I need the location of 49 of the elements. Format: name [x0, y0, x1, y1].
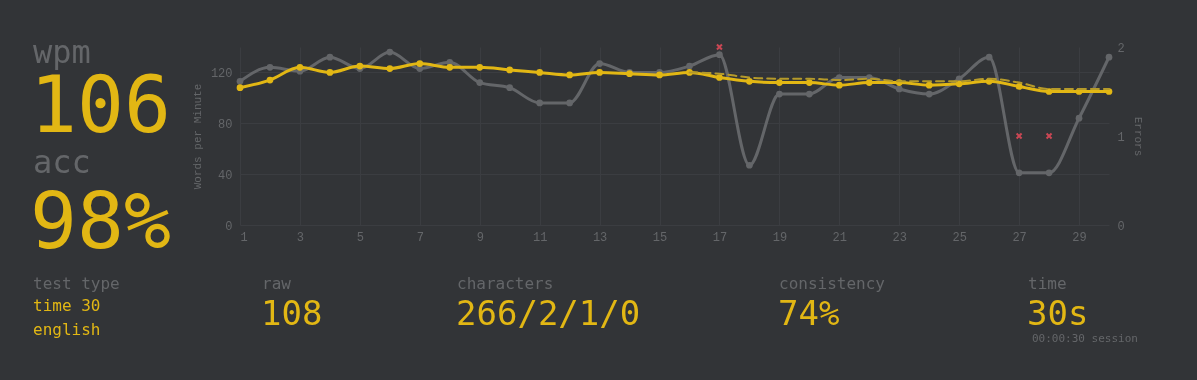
point — [566, 99, 573, 107]
point — [236, 84, 244, 92]
point — [895, 85, 903, 93]
point — [985, 53, 993, 61]
point — [446, 64, 454, 71]
point — [1105, 53, 1113, 61]
point — [865, 79, 873, 86]
point — [716, 74, 723, 81]
text: 108 — [261, 293, 323, 333]
point — [805, 79, 813, 86]
point — [596, 69, 603, 76]
point — [326, 53, 334, 61]
point — [326, 69, 334, 76]
point — [236, 77, 244, 85]
point — [566, 71, 573, 79]
point — [925, 90, 933, 98]
text: english — [33, 320, 101, 339]
point — [506, 66, 514, 74]
text: time 30 — [33, 296, 101, 315]
point — [805, 90, 813, 98]
point — [776, 79, 783, 86]
text: 266/2/1/0 — [456, 293, 641, 333]
point — [536, 69, 544, 76]
point — [776, 90, 783, 98]
point — [386, 48, 394, 56]
point — [746, 161, 753, 169]
point — [716, 51, 723, 58]
point — [416, 60, 424, 67]
point — [1045, 169, 1053, 177]
point — [476, 64, 484, 71]
point — [746, 77, 753, 85]
point — [1015, 83, 1023, 90]
point — [925, 81, 933, 89]
point — [596, 60, 603, 67]
point — [386, 65, 394, 72]
point — [1045, 88, 1053, 95]
point — [506, 84, 514, 92]
text: 98% — [30, 176, 171, 266]
point — [1075, 114, 1083, 122]
point — [296, 64, 304, 71]
point — [1015, 169, 1023, 177]
point — [266, 64, 274, 71]
point — [266, 76, 274, 84]
point — [536, 99, 544, 107]
text: 30s — [1027, 293, 1089, 333]
point — [835, 81, 843, 89]
point — [686, 62, 693, 70]
point — [476, 79, 484, 86]
text: 74% — [778, 293, 840, 333]
